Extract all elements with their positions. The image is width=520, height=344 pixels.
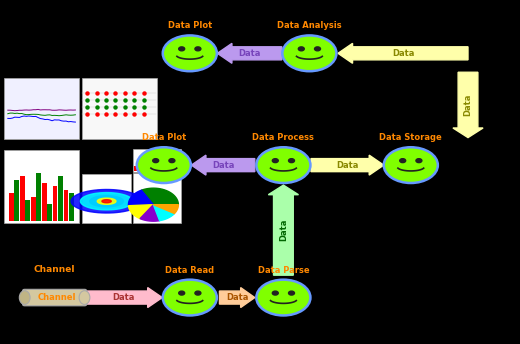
Ellipse shape [19,291,30,304]
Text: Data: Data [212,161,235,170]
Polygon shape [90,196,123,207]
Circle shape [272,291,278,295]
Bar [134,166,139,171]
Text: Data Plot: Data Plot [167,21,212,30]
Polygon shape [128,190,153,206]
FancyBboxPatch shape [23,289,86,306]
Bar [31,197,36,221]
Text: Data Process: Data Process [253,133,314,142]
Circle shape [153,159,159,163]
Circle shape [137,147,191,183]
Bar [25,200,30,221]
Circle shape [195,47,201,51]
Text: Data: Data [279,219,288,241]
Circle shape [416,159,422,163]
Polygon shape [128,205,153,219]
Text: Data: Data [226,293,249,302]
FancyBboxPatch shape [4,78,79,139]
Text: Data: Data [112,293,135,302]
Circle shape [163,35,217,71]
FancyBboxPatch shape [82,174,131,223]
Polygon shape [153,205,178,214]
Bar [58,176,62,221]
Circle shape [195,291,201,295]
Circle shape [315,47,320,51]
FancyArrow shape [338,43,468,63]
FancyArrow shape [191,155,255,175]
Bar [15,180,19,221]
Text: Data Storage: Data Storage [380,133,442,142]
FancyArrow shape [453,72,483,138]
Bar [69,193,74,221]
Text: Channel: Channel [34,265,75,274]
Bar [53,186,57,221]
Polygon shape [140,205,160,221]
Text: Data Plot: Data Plot [141,133,186,142]
Text: Data: Data [463,94,473,116]
Bar [168,154,173,171]
Polygon shape [71,190,142,213]
Circle shape [179,291,185,295]
Bar [42,183,47,221]
Bar [20,176,24,221]
Text: Data Parse: Data Parse [257,266,309,275]
Circle shape [384,147,438,183]
Circle shape [282,35,336,71]
Circle shape [272,159,278,163]
Bar [36,173,41,221]
FancyArrow shape [217,43,282,63]
Bar [141,163,146,171]
Circle shape [289,159,294,163]
Polygon shape [141,188,178,205]
FancyBboxPatch shape [4,150,79,223]
Circle shape [289,291,294,295]
FancyArrow shape [268,185,298,275]
Polygon shape [102,200,111,203]
Circle shape [256,280,310,315]
Bar [161,156,166,171]
Polygon shape [153,205,175,221]
Polygon shape [97,198,116,204]
Circle shape [256,147,310,183]
Ellipse shape [79,291,90,304]
FancyArrow shape [84,288,162,308]
Text: Data Analysis: Data Analysis [277,21,342,30]
Bar [47,204,51,221]
Bar [148,161,153,171]
Text: Channel: Channel [38,293,76,302]
FancyArrow shape [219,288,255,308]
Circle shape [169,159,175,163]
FancyArrow shape [311,155,384,175]
Circle shape [163,280,217,315]
Circle shape [400,159,406,163]
Text: Data: Data [336,161,359,170]
Text: Data: Data [238,49,261,58]
Bar [154,159,160,171]
FancyBboxPatch shape [133,149,181,172]
Polygon shape [81,193,133,210]
Text: Data Read: Data Read [165,266,214,275]
Text: Data: Data [392,49,414,58]
Circle shape [179,47,185,51]
Bar [63,190,69,221]
FancyBboxPatch shape [82,78,157,139]
Circle shape [298,47,304,51]
FancyBboxPatch shape [133,173,181,223]
Bar [9,193,14,221]
